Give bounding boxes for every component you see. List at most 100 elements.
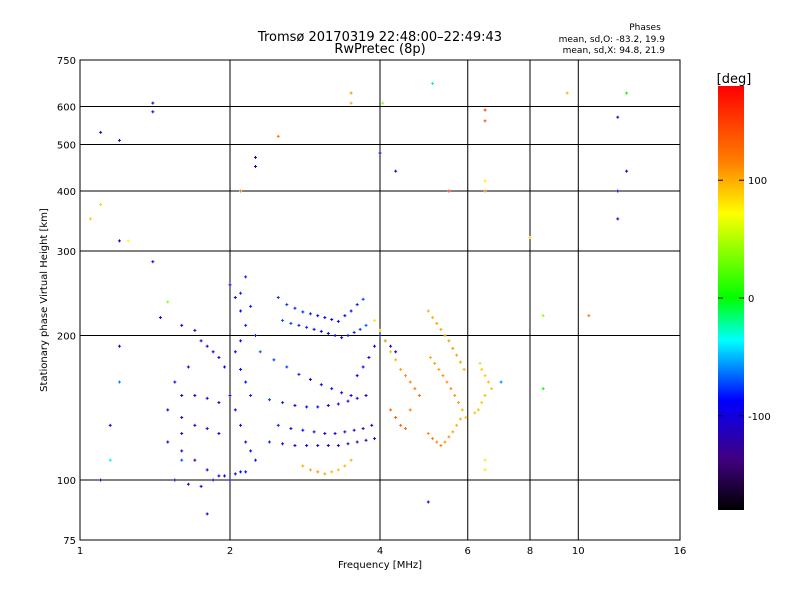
data-point [249, 304, 253, 308]
data-point [253, 164, 257, 168]
data-point [217, 355, 221, 359]
data-point [233, 408, 237, 412]
data-point [293, 403, 297, 407]
data-point [340, 336, 344, 340]
y-tick-label: 300 [57, 247, 76, 258]
data-point [447, 189, 451, 193]
data-point [281, 401, 285, 405]
data-point [205, 512, 209, 516]
data-point [403, 374, 407, 378]
data-point [301, 428, 305, 432]
data-point [447, 435, 451, 439]
y-axis-label: Stationary phase Virtual Height [km] [39, 208, 50, 392]
colorbar-ticks: 100 0 -100 [718, 176, 771, 423]
data-point [349, 101, 353, 105]
data-point [199, 339, 203, 343]
data-point [180, 449, 184, 453]
grid-lines [79, 59, 681, 541]
x-tick-label: 4 [377, 546, 383, 557]
x-tick-label: 6 [465, 546, 471, 557]
data-point [435, 440, 439, 444]
data-point [443, 440, 447, 444]
data-point [151, 110, 155, 114]
data-point [253, 334, 257, 338]
data-point [346, 334, 350, 338]
data-point [478, 361, 482, 365]
data-point [361, 427, 365, 431]
data-point [173, 380, 177, 384]
data-point [193, 458, 197, 462]
data-point [451, 430, 455, 434]
data-point [625, 169, 629, 173]
data-point [443, 334, 447, 338]
data-point [445, 380, 449, 384]
data-point [437, 367, 441, 371]
data-point [625, 91, 629, 95]
data-point [367, 355, 371, 359]
data-point [323, 432, 327, 436]
x-tick-label: 8 [527, 546, 533, 557]
data-point [117, 239, 121, 243]
data-point [289, 427, 293, 431]
data-point [249, 394, 253, 398]
data-point [486, 380, 490, 384]
data-point [483, 458, 487, 462]
data-point [403, 427, 407, 431]
data-point [267, 398, 271, 402]
data-point [616, 115, 620, 119]
data-point [460, 408, 464, 412]
data-point [426, 500, 430, 504]
data-point [541, 387, 545, 391]
y-tick-label: 200 [57, 332, 76, 343]
data-point [244, 440, 248, 444]
x-tick-labels: 1 2 4 6 8 10 16 [77, 546, 687, 557]
data-point [253, 458, 257, 462]
data-point [285, 365, 289, 369]
data-point [108, 423, 112, 427]
data-point [373, 344, 377, 348]
data-point [308, 312, 312, 316]
data-point [316, 444, 320, 448]
y-tick-label: 400 [57, 187, 76, 198]
stats-x: mean, sd,X: 94.8, 21.9 [563, 46, 666, 56]
data-point [352, 428, 356, 432]
colorbar-tick-label: 100 [748, 176, 767, 187]
data-point [426, 309, 430, 313]
data-point [326, 331, 330, 335]
data-point [408, 408, 412, 412]
data-point [244, 470, 248, 474]
data-point [326, 403, 330, 407]
y-tick-label: 600 [57, 103, 76, 114]
data-point [166, 408, 170, 412]
data-point [483, 189, 487, 193]
x-tick-label: 16 [674, 546, 687, 557]
data-point [336, 402, 340, 406]
data-point [244, 323, 248, 327]
data-point [464, 415, 468, 419]
data-point [330, 317, 334, 321]
chart-subtitle: RwPretec (8p) [334, 42, 425, 57]
data-point [381, 101, 385, 105]
data-point [473, 411, 477, 415]
data-point [364, 394, 368, 398]
data-point [378, 334, 382, 338]
data-point [193, 423, 197, 427]
data-point [281, 442, 285, 446]
data-point [364, 323, 368, 327]
data-point [378, 151, 382, 155]
data-point [305, 405, 309, 409]
data-point [117, 344, 121, 348]
data-point [426, 432, 430, 436]
data-point [447, 339, 451, 343]
data-point [180, 415, 184, 419]
data-point [455, 353, 459, 357]
data-point [108, 458, 112, 462]
colorbar-tick-label: 0 [748, 294, 754, 305]
data-point [228, 478, 232, 482]
data-point [89, 217, 93, 221]
data-point [355, 303, 359, 307]
data-point [267, 440, 271, 444]
data-point [180, 458, 184, 462]
data-point [428, 355, 432, 359]
